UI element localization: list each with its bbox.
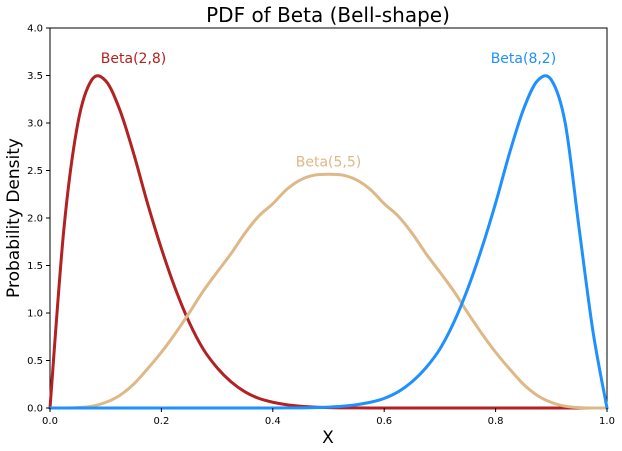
x-tick-label: 0.6 [376,416,392,427]
series-annotation: Beta(5,5) [296,155,361,171]
series-line-beta-8-2 [48,74,609,410]
series-annotation: Beta(8,2) [491,51,556,67]
y-tick-label: 4.0 [27,24,43,35]
plot-frame [49,27,608,409]
y-axis-label: Probability Density [4,138,24,298]
y-tick-label: 1.5 [27,261,43,272]
x-tick-label: 0.4 [265,416,281,427]
x-tick-label: 0.8 [488,416,504,427]
y-tick-label: 0.5 [27,356,43,367]
y-tick-label: 2.5 [27,166,43,177]
y-tick-label: 3.5 [27,71,43,82]
chart-title: PDF of Beta (Bell-shape) [206,3,450,27]
series-annotation: Beta(2,8) [101,51,166,67]
y-tick-label: 3.0 [27,119,43,130]
y-tick-label: 0.0 [27,404,43,415]
annotations-layer: Beta(2,8) Beta(5,5) Beta(8,2) [101,51,556,171]
y-tick-label: 1.0 [27,309,43,320]
series-line-beta-5-5 [48,172,609,410]
y-axis-ticks: 0.0 0.5 1.0 1.5 2.0 2.5 3.0 3.5 4.0 [27,24,50,415]
x-tick-label: 0.0 [42,416,58,427]
plot-area: 0.0 0.2 0.4 0.6 0.8 1.0 0.0 0.5 1.0 1.5 2.0 2.5 3.0… [27,24,615,428]
x-tick-label: 1.0 [599,416,615,427]
x-axis-label: X [322,428,334,448]
y-tick-label: 2.0 [27,214,43,225]
x-axis-ticks: 0.0 0.2 0.4 0.6 0.8 1.0 [42,408,615,427]
series-line-beta-2-8 [48,74,609,410]
x-tick-label: 0.2 [153,416,169,427]
series-layer [48,74,609,410]
